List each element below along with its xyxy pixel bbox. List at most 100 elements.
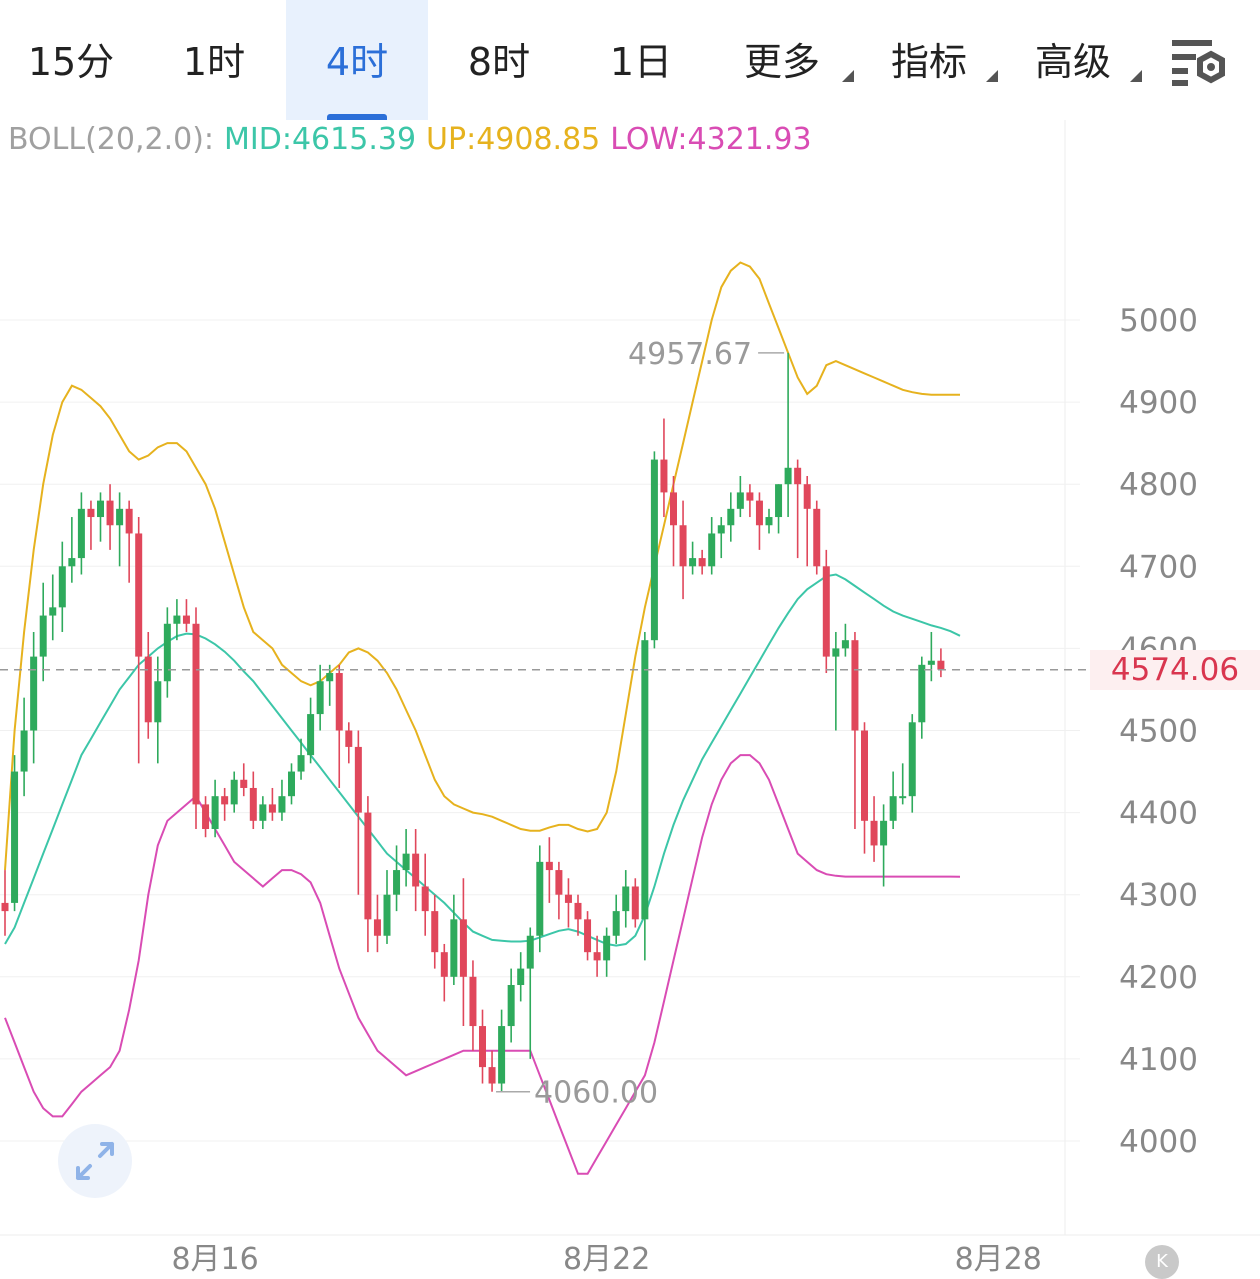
y-tick-label: 4700	[1119, 549, 1198, 585]
candle	[918, 656, 926, 739]
candle	[775, 484, 783, 534]
candle-body	[68, 558, 76, 567]
candle	[755, 492, 763, 550]
candle	[832, 631, 840, 731]
candle	[173, 599, 181, 641]
candle-body	[622, 886, 630, 912]
candle	[268, 787, 276, 821]
candle	[154, 656, 162, 764]
candle	[182, 599, 190, 632]
candle-body	[479, 1026, 486, 1068]
candle-body	[899, 796, 907, 799]
tab-advanced[interactable]: 高级	[1006, 0, 1142, 120]
boll-upper-line	[4, 261, 961, 871]
tab-more[interactable]: 更多	[712, 0, 854, 120]
candle-body	[106, 500, 114, 526]
candle	[20, 697, 28, 797]
candle	[230, 771, 238, 813]
candle	[125, 500, 133, 583]
candle	[555, 861, 563, 920]
max-price-label: 4957.67	[628, 337, 752, 372]
candle	[58, 541, 66, 632]
boll-low-value: LOW:4321.93	[610, 122, 812, 157]
candlestick-chart[interactable]: 5000490048004700460045004400430042004100…	[0, 120, 1260, 1279]
candle-body	[507, 985, 515, 1027]
tab-8h[interactable]: 8时	[428, 0, 570, 120]
candle-body	[135, 533, 143, 657]
candle-body	[775, 484, 783, 518]
candle-body	[240, 779, 248, 788]
boll-mid-value: MID:4615.39	[224, 122, 417, 157]
candle	[354, 730, 362, 895]
y-tick-label: 4800	[1119, 467, 1198, 503]
candle	[937, 648, 945, 678]
tab-15m[interactable]: 15分	[0, 0, 142, 120]
candle-body	[163, 623, 171, 682]
candle	[77, 492, 85, 575]
candle-body	[182, 615, 190, 624]
expand-chart-button[interactable]	[58, 1124, 132, 1198]
candle	[612, 894, 620, 944]
candle-body	[746, 492, 754, 501]
candle	[335, 664, 343, 788]
y-tick-label: 4400	[1119, 796, 1198, 832]
chart-settings-button[interactable]	[1168, 36, 1230, 90]
candle	[202, 796, 210, 838]
candle	[163, 607, 171, 698]
candle-body	[259, 804, 267, 821]
candle	[689, 541, 697, 575]
candle-body	[20, 730, 28, 772]
x-tick-label: 8月16	[171, 1242, 258, 1277]
kline-button[interactable]: K	[1145, 1245, 1179, 1279]
tab-1d[interactable]: 1日	[570, 0, 712, 120]
y-tick-label: 4900	[1119, 385, 1198, 421]
candle	[717, 517, 725, 559]
dropdown-indicator-icon	[986, 70, 998, 82]
candle-body	[717, 525, 725, 534]
candle-body	[927, 660, 935, 665]
candle	[307, 697, 315, 764]
candle-body	[765, 517, 773, 526]
tab-label: 1时	[182, 40, 246, 84]
candle	[765, 508, 773, 534]
candle-body	[937, 660, 945, 670]
tab-indicators[interactable]: 指标	[862, 0, 998, 120]
candle-body	[584, 919, 592, 953]
candle-body	[813, 508, 821, 567]
candle-body	[488, 1067, 496, 1084]
tab-1h[interactable]: 1时	[142, 0, 286, 120]
candle	[498, 1009, 506, 1092]
y-tick-label: 4000	[1119, 1124, 1198, 1160]
tab-label: 高级	[1034, 40, 1111, 84]
candle-body	[650, 459, 658, 641]
candle-body	[440, 952, 448, 977]
candle-body	[192, 623, 200, 805]
candle	[746, 484, 754, 518]
candle-body	[316, 681, 324, 715]
candle-body	[154, 681, 162, 723]
chart-settings-icon	[1172, 40, 1225, 86]
candle-body	[393, 870, 401, 895]
candle	[708, 517, 716, 575]
candle	[927, 631, 935, 682]
tab-4h[interactable]: 4时	[286, 0, 428, 120]
candle	[450, 894, 458, 986]
candle	[11, 755, 19, 912]
candle	[278, 779, 286, 821]
candle	[364, 796, 372, 953]
candle-body	[87, 508, 95, 518]
candle-body	[288, 771, 295, 797]
candle	[326, 664, 334, 706]
candle	[880, 804, 888, 887]
timeframe-tabs: 15分 1时 4时 8时 1日 更多 指标 高级	[0, 0, 1260, 120]
candle-body	[278, 796, 286, 813]
candle	[431, 894, 439, 969]
min-price-label: 4060.00	[534, 1076, 658, 1111]
boll-legend: BOLL(20,2.0): MID:4615.39 UP:4908.85 LOW:43…	[8, 122, 822, 157]
candle-body	[918, 664, 926, 723]
candle-body	[832, 648, 840, 657]
candle-body	[794, 467, 802, 485]
candle-body	[211, 796, 219, 830]
dropdown-indicator-icon	[1130, 70, 1142, 82]
candle-body	[851, 640, 859, 731]
